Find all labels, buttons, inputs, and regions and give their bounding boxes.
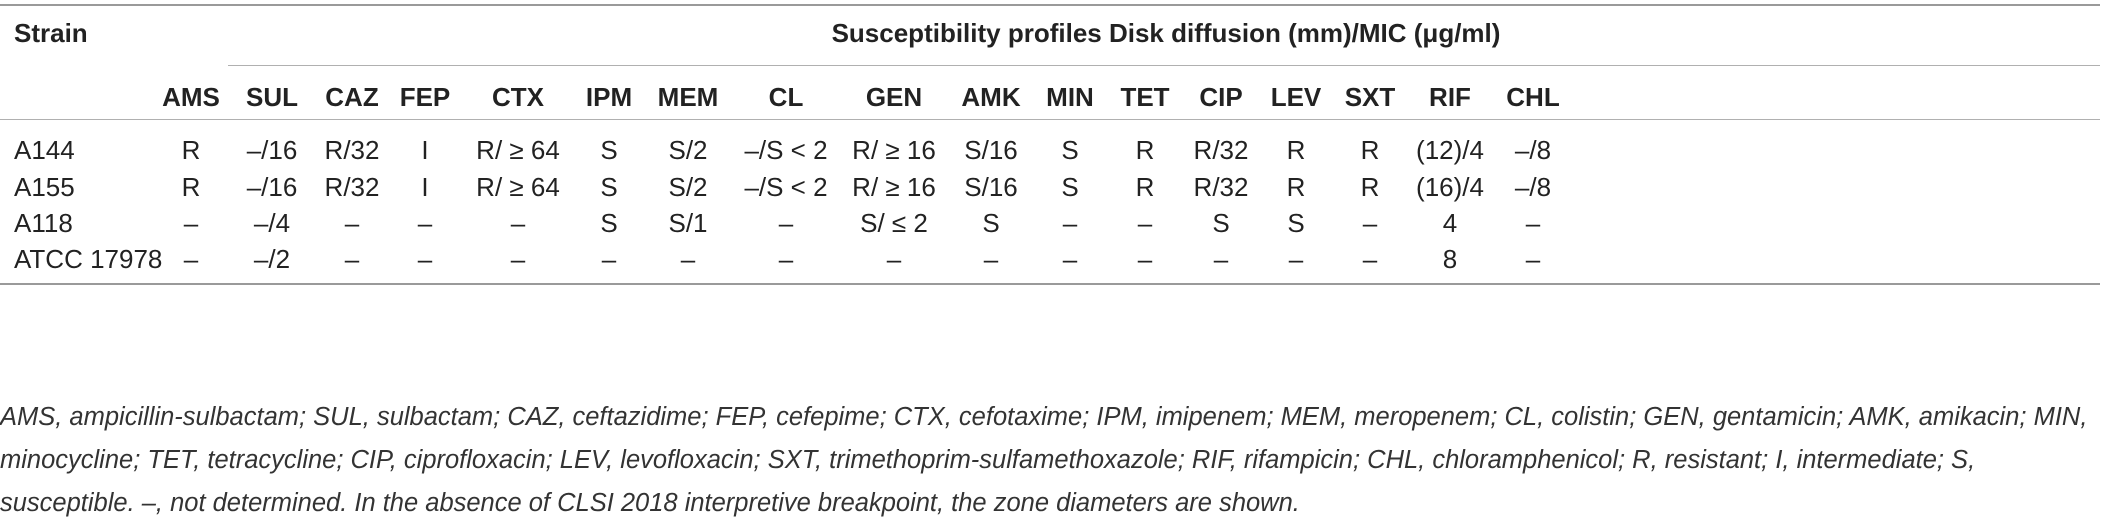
value-cell-caz: – bbox=[344, 208, 360, 238]
group-header: Susceptibility profiles Disk diffusion (… bbox=[831, 18, 1501, 48]
column-header-ams: AMS bbox=[162, 82, 220, 112]
bottom-rule bbox=[0, 283, 2100, 285]
value-cell-cl: – bbox=[778, 208, 794, 238]
value-cell-rif: (16)/4 bbox=[1416, 172, 1484, 202]
value-cell-amk: – bbox=[983, 244, 999, 274]
value-cell-rif: 4 bbox=[1442, 208, 1458, 238]
column-header-ipm: IPM bbox=[585, 82, 633, 112]
value-cell-fep: I bbox=[421, 172, 429, 202]
value-cell-ipm: S bbox=[600, 172, 618, 202]
strain-cell: A144 bbox=[14, 135, 75, 165]
value-cell-cl: –/S < 2 bbox=[744, 135, 828, 165]
value-cell-min: – bbox=[1062, 244, 1078, 274]
value-cell-ctx: – bbox=[510, 208, 526, 238]
strain-cell: ATCC 17978 bbox=[14, 244, 163, 274]
column-header-lev: LEV bbox=[1270, 82, 1322, 112]
value-cell-fep: – bbox=[417, 244, 433, 274]
value-cell-tet: R bbox=[1135, 172, 1155, 202]
value-cell-tet: R bbox=[1135, 135, 1155, 165]
column-header-gen: GEN bbox=[865, 82, 923, 112]
value-cell-sxt: R bbox=[1360, 135, 1380, 165]
column-header-sxt: SXT bbox=[1344, 82, 1396, 112]
value-cell-lev: R bbox=[1286, 172, 1306, 202]
subheader-rule bbox=[228, 65, 2100, 66]
value-cell-ipm: S bbox=[600, 135, 618, 165]
column-header-caz: CAZ bbox=[325, 82, 379, 112]
value-cell-caz: – bbox=[344, 244, 360, 274]
value-cell-gen: R/ ≥ 16 bbox=[852, 135, 936, 165]
column-header-cip: CIP bbox=[1199, 82, 1243, 112]
value-cell-mem: S/2 bbox=[668, 172, 708, 202]
value-cell-caz: R/32 bbox=[324, 172, 380, 202]
value-cell-sxt: – bbox=[1362, 208, 1378, 238]
value-cell-ams: – bbox=[183, 244, 199, 274]
value-cell-chl: –/8 bbox=[1514, 172, 1552, 202]
value-cell-amk: S/16 bbox=[964, 172, 1018, 202]
value-cell-sul: –/16 bbox=[246, 135, 298, 165]
value-cell-lev: R bbox=[1286, 135, 1306, 165]
column-header-rif: RIF bbox=[1429, 82, 1471, 112]
column-header-sul: SUL bbox=[246, 82, 298, 112]
value-cell-gen: S/ ≤ 2 bbox=[860, 208, 928, 238]
value-cell-fep: – bbox=[417, 208, 433, 238]
column-header-ctx: CTX bbox=[492, 82, 544, 112]
header-bottom-rule bbox=[0, 119, 2100, 120]
value-cell-tet: – bbox=[1137, 208, 1153, 238]
value-cell-sxt: R bbox=[1360, 172, 1380, 202]
strain-cell: A118 bbox=[14, 208, 73, 238]
value-cell-ams: R bbox=[181, 135, 201, 165]
value-cell-rif: 8 bbox=[1442, 244, 1458, 274]
value-cell-amk: S bbox=[982, 208, 1000, 238]
column-header-min: MIN bbox=[1046, 82, 1094, 112]
column-header-cl: CL bbox=[768, 82, 804, 112]
value-cell-chl: – bbox=[1525, 244, 1541, 274]
value-cell-tet: – bbox=[1137, 244, 1153, 274]
value-cell-sul: –/16 bbox=[246, 172, 298, 202]
value-cell-cip: – bbox=[1213, 244, 1229, 274]
strain-cell: A155 bbox=[14, 172, 75, 202]
column-header-tet: TET bbox=[1120, 82, 1170, 112]
top-rule bbox=[0, 4, 2100, 6]
value-cell-caz: R/32 bbox=[324, 135, 380, 165]
value-cell-ams: R bbox=[181, 172, 201, 202]
table-footnote: AMS, ampicillin-sulbactam; SUL, sulbacta… bbox=[0, 403, 2088, 517]
value-cell-mem: – bbox=[680, 244, 696, 274]
value-cell-rif: (12)/4 bbox=[1416, 135, 1484, 165]
value-cell-ctx: R/ ≥ 64 bbox=[476, 135, 560, 165]
column-header-amk: AMK bbox=[961, 82, 1021, 112]
value-cell-gen: – bbox=[886, 244, 902, 274]
value-cell-ams: – bbox=[183, 208, 199, 238]
value-cell-cip: R/32 bbox=[1193, 135, 1249, 165]
value-cell-min: S bbox=[1061, 172, 1079, 202]
value-cell-amk: S/16 bbox=[964, 135, 1018, 165]
value-cell-cl: – bbox=[778, 244, 794, 274]
value-cell-mem: S/2 bbox=[668, 135, 708, 165]
value-cell-lev: S bbox=[1287, 208, 1305, 238]
value-cell-chl: – bbox=[1525, 208, 1541, 238]
value-cell-min: S bbox=[1061, 135, 1079, 165]
value-cell-lev: – bbox=[1288, 244, 1304, 274]
value-cell-ipm: – bbox=[601, 244, 617, 274]
value-cell-sul: –/4 bbox=[253, 208, 291, 238]
column-header-fep: FEP bbox=[399, 82, 451, 112]
value-cell-cip: S bbox=[1212, 208, 1230, 238]
strain-header: Strain bbox=[14, 18, 88, 48]
column-header-chl: CHL bbox=[1506, 82, 1560, 112]
value-cell-cip: R/32 bbox=[1193, 172, 1249, 202]
value-cell-ctx: – bbox=[510, 244, 526, 274]
column-header-mem: MEM bbox=[657, 82, 719, 112]
value-cell-sul: –/2 bbox=[253, 244, 291, 274]
value-cell-sxt: – bbox=[1362, 244, 1378, 274]
value-cell-ipm: S bbox=[600, 208, 618, 238]
value-cell-chl: –/8 bbox=[1514, 135, 1552, 165]
value-cell-min: – bbox=[1062, 208, 1078, 238]
value-cell-cl: –/S < 2 bbox=[744, 172, 828, 202]
value-cell-ctx: R/ ≥ 64 bbox=[476, 172, 560, 202]
value-cell-gen: R/ ≥ 16 bbox=[852, 172, 936, 202]
value-cell-mem: S/1 bbox=[668, 208, 708, 238]
value-cell-fep: I bbox=[421, 135, 429, 165]
